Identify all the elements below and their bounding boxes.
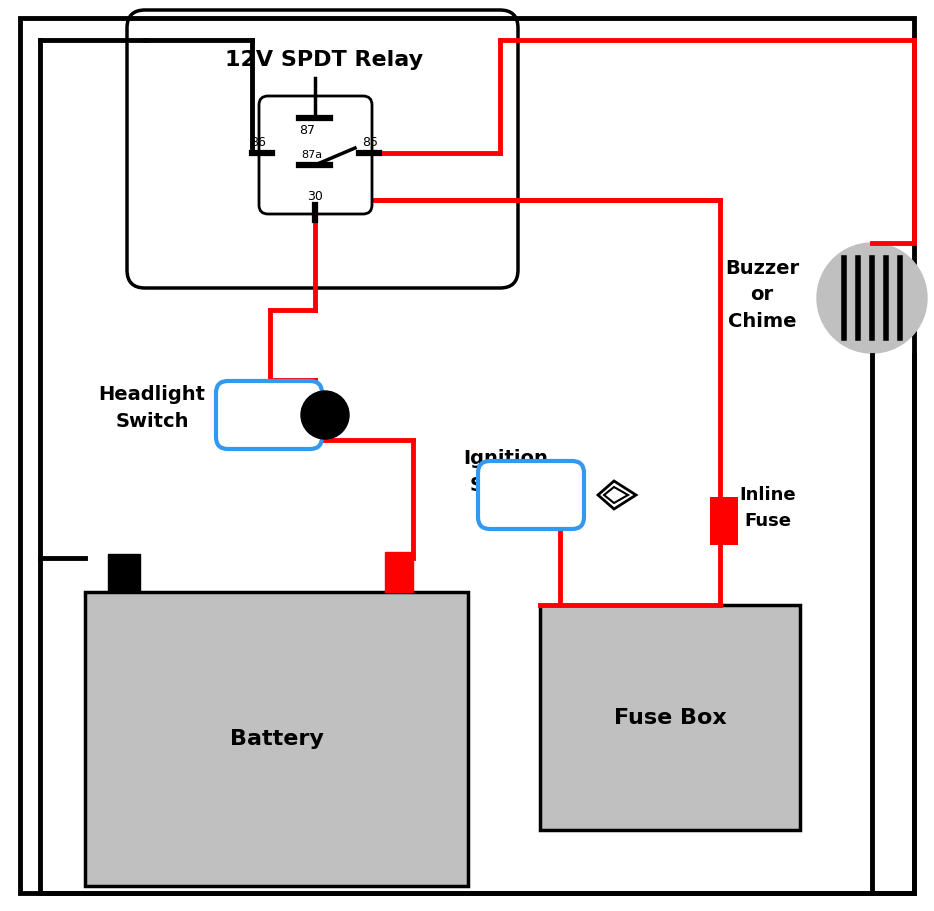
Polygon shape	[598, 481, 636, 509]
Bar	[85, 592, 468, 886]
Polygon shape	[604, 487, 628, 503]
Circle shape	[817, 243, 927, 353]
FancyBboxPatch shape	[259, 96, 372, 214]
Text: 86: 86	[250, 137, 266, 149]
Circle shape	[301, 391, 349, 439]
Text: Ignition
Switch: Ignition Switch	[463, 449, 548, 495]
Text: Buzzer
or
Chime: Buzzer or Chime	[725, 259, 800, 331]
Text: Battery: Battery	[230, 729, 323, 749]
Text: 85: 85	[362, 137, 378, 149]
FancyBboxPatch shape	[216, 381, 322, 449]
Text: Headlight
Switch: Headlight Switch	[98, 385, 205, 431]
Text: 30: 30	[307, 190, 323, 203]
Bar	[540, 605, 800, 830]
Text: Fuse Box: Fuse Box	[614, 708, 727, 728]
Text: 87a: 87a	[302, 150, 322, 160]
FancyBboxPatch shape	[478, 461, 584, 529]
Text: 12V SPDT Relay: 12V SPDT Relay	[225, 50, 423, 70]
Bar	[710, 497, 738, 545]
Text: 87: 87	[299, 124, 315, 137]
Bar	[385, 552, 413, 592]
Text: Inline
Fuse: Inline Fuse	[740, 486, 797, 529]
Bar	[108, 554, 140, 592]
